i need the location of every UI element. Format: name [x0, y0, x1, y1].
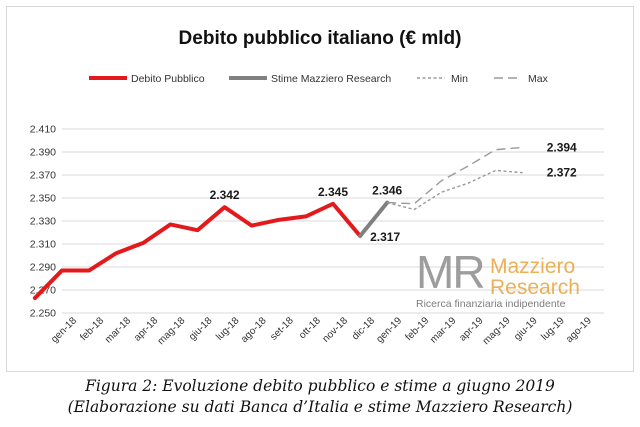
x-tick-label: ago-18	[239, 315, 269, 345]
x-tick-label: mar-19	[428, 315, 458, 345]
x-tick-label: feb-19	[403, 315, 431, 343]
logo-tagline: Ricerca finanziaria indipendente	[416, 298, 566, 310]
chart-frame: Debito pubblico italiano (€ mld) 2.250 2.2…	[6, 6, 634, 372]
series-line-2	[358, 200, 390, 238]
x-tick-label: ago-19	[564, 315, 594, 345]
y-tick-label: 2.310	[30, 239, 56, 251]
legend-label: Stime Mazziero Research	[271, 73, 391, 85]
y-tick-label: 2.330	[30, 216, 56, 228]
y-tick-label: 2.370	[30, 170, 56, 182]
y-tick-label: 2.390	[30, 147, 56, 159]
figure-source-note: (Elaborazione su dati Banca d’Italia e s…	[67, 398, 573, 416]
series-line-4	[387, 146, 523, 205]
y-tick-label: 2.410	[30, 124, 56, 136]
data-label: 2.342	[210, 188, 240, 202]
data-label: 2.372	[547, 166, 577, 180]
series-line-1	[32, 201, 363, 301]
line-chart: Debito pubblico italiano (€ mld) 2.250 2.2…	[30, 28, 604, 347]
y-axis-ticks: 2.2502.2702.2902.3102.3302.3502.3702.390…	[30, 124, 56, 320]
x-tick-label: feb-18	[78, 315, 106, 343]
legend-label: Debito Pubblico	[131, 73, 205, 85]
x-tick-label: giu-19	[512, 315, 540, 343]
x-tick-label: nov-18	[321, 315, 351, 345]
y-tick-label: 2.250	[30, 308, 56, 320]
gridlines	[62, 128, 604, 314]
data-labels: 2.342 2.345 2.317 2.346 2.394 2.372	[210, 140, 577, 244]
x-tick-label: mar-18	[103, 315, 133, 345]
x-tick-label: set-18	[268, 315, 296, 343]
y-tick-label: 2.290	[30, 262, 56, 274]
x-tick-label: ott-18	[297, 315, 323, 341]
legend-label: Max	[528, 73, 549, 85]
data-label: 2.317	[370, 230, 400, 244]
logo-name-line1: Mazziero	[490, 255, 575, 278]
figure-caption: Figura 2: Evoluzione debito pubblico e s…	[85, 377, 555, 395]
x-tick-label: mag-19	[481, 315, 513, 347]
x-tick-label: lug-19	[539, 315, 567, 343]
x-tick-label: gen-18	[49, 315, 79, 345]
data-label: 2.345	[318, 185, 348, 199]
y-tick-label: 2.350	[30, 193, 56, 205]
x-tick-label: lug-18	[214, 315, 242, 343]
logo-monogram: MR	[416, 246, 484, 298]
logo-name-line2: Research	[490, 276, 580, 299]
x-tick-label: giu-18	[187, 315, 215, 343]
x-tick-label: dic-18	[350, 315, 377, 342]
data-label: 2.394	[547, 140, 577, 154]
x-tick-label: mag-18	[156, 315, 188, 347]
legend-label: Min	[451, 73, 468, 85]
series-line-3	[387, 169, 523, 211]
data-label: 2.346	[372, 184, 402, 198]
chart-title: Debito pubblico italiano (€ mld)	[179, 28, 462, 49]
legend: Debito Pubblico Stime Mazziero Research Mi…	[89, 73, 549, 85]
x-tick-label: gen-19	[374, 315, 404, 345]
